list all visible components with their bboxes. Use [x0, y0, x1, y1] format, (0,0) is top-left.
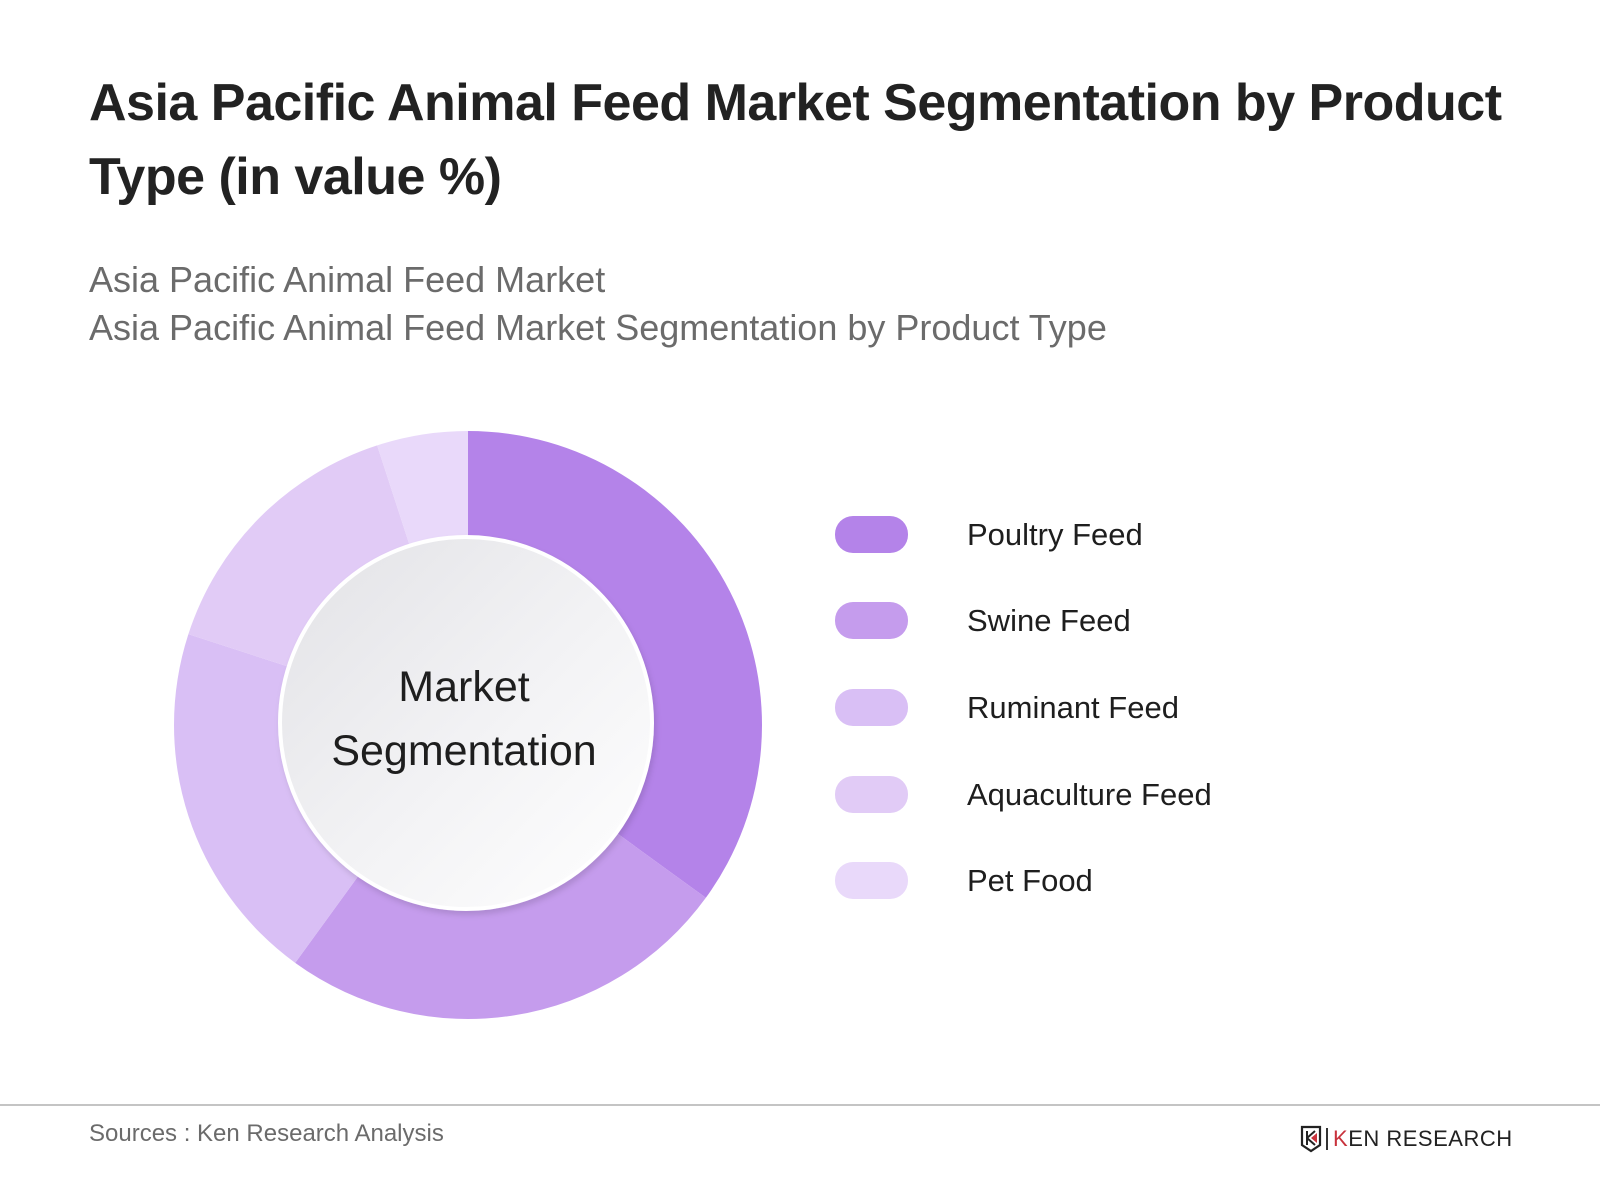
chart-title: Asia Pacific Animal Feed Market Segmenta… [89, 74, 1502, 206]
legend-swatch [835, 776, 908, 813]
legend-swatch [835, 516, 908, 553]
donut-center-disc [278, 535, 654, 911]
subtitle-line-2: Asia Pacific Animal Feed Market Segmenta… [89, 307, 1107, 348]
legend-item-poultry-feed[interactable]: Poultry Feed [835, 516, 1355, 553]
sources-note: Sources : Ken Research Analysis [89, 1120, 444, 1147]
legend-swatch [835, 862, 908, 899]
legend-label: Aquaculture Feed [967, 777, 1212, 812]
center-label-line-2: Segmentation [331, 727, 597, 775]
legend-swatch [835, 602, 908, 639]
donut-segment-aquaculture-feed[interactable] [188, 445, 422, 679]
donut-center-label: Market Segmentation [284, 655, 644, 783]
logo-text: KEN RESEARCH [1333, 1126, 1513, 1152]
donut-segment-ruminant-feed[interactable] [174, 634, 380, 963]
legend-swatch [835, 689, 908, 726]
legend-item-aquaculture-feed[interactable]: Aquaculture Feed [835, 776, 1355, 813]
chart-subtitle: Asia Pacific Animal Feed Market Asia Pac… [89, 256, 1107, 352]
legend-item-ruminant-feed[interactable]: Ruminant Feed [835, 689, 1355, 726]
legend-label: Ruminant Feed [967, 690, 1179, 725]
logo-separator [1326, 1128, 1328, 1150]
subtitle-line-1: Asia Pacific Animal Feed Market [89, 259, 606, 300]
donut-chart [174, 431, 762, 1019]
footer-divider [0, 1104, 1600, 1106]
legend-item-swine-feed[interactable]: Swine Feed [835, 602, 1355, 639]
legend-label: Swine Feed [967, 603, 1131, 638]
legend-item-pet-food[interactable]: Pet Food [835, 862, 1355, 899]
donut-chart-area: Market Segmentation Poultry Feed Swine F… [0, 400, 1600, 1080]
legend-label: Pet Food [967, 863, 1093, 898]
legend-label: Poultry Feed [967, 517, 1143, 552]
logo-accent-k: K [1333, 1126, 1349, 1151]
ken-research-logo: KEN RESEARCH [1300, 1124, 1513, 1154]
ken-research-shield-icon [1300, 1125, 1322, 1153]
donut-segments [174, 431, 762, 1019]
center-label-line-1: Market [398, 663, 530, 711]
logo-text-rest: EN RESEARCH [1348, 1126, 1513, 1151]
